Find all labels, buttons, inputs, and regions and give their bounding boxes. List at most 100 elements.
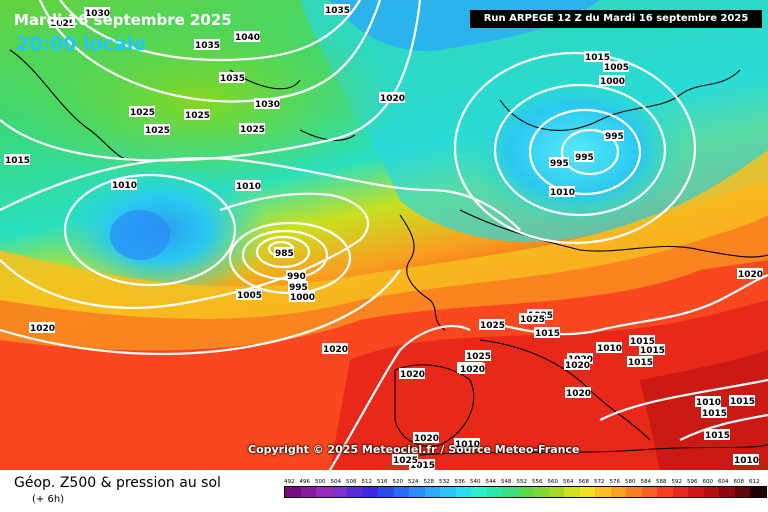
isobar-1010-low [0,192,370,309]
pressure-label-bg [454,438,480,449]
pressure-label: 1010 [597,344,622,354]
pressure-label: 1020 [400,370,425,380]
pressure-label-bg [236,289,262,300]
scale-tick-496: 496 [299,479,311,485]
pressure-label: 1010 [734,456,759,466]
isobar-1035-greenland [59,0,361,62]
scale-swatch-588 [657,487,673,497]
pressure-label-bg [596,342,622,353]
pressure-label: 995 [575,153,594,163]
pressure-label-bg [409,459,435,470]
scale-swatch-524 [409,487,425,497]
pressure-label: 1020 [323,345,348,355]
pressure-label: 990 [287,272,306,282]
pressure-label: 1035 [325,6,350,16]
scale-tick-612: 612 [749,479,760,485]
pressure-label: 1015 [630,337,655,347]
pressure-label: 1005 [604,63,629,73]
pressure-label-bg [129,106,155,117]
pressure-label: 1025 [520,315,545,325]
scale-tick-548: 548 [501,479,512,485]
scale-tick-508: 508 [346,479,357,485]
pressure-label-bg [584,51,610,62]
pressure-label: 1025 [466,352,491,362]
pressure-label: 1005 [237,291,262,301]
scale-swatch-536 [455,487,471,497]
pressure-label: 1025 [480,321,505,331]
scale-tick-604: 604 [718,479,729,485]
scale-tick-544: 544 [485,479,497,485]
isobar-1025 [0,0,422,162]
isobar-990 [255,235,311,269]
pressure-label: 1025 [130,108,155,118]
isobar-1020-iberia [329,325,471,470]
greenland-coast [9,49,141,162]
scale-swatch-576 [610,487,626,497]
pressure-label-bg [184,109,210,120]
pressure-label: 1020 [738,270,763,280]
pressure-label: 1025 [50,19,75,29]
scale-tick-500: 500 [315,479,326,485]
pressure-label: 1030 [255,100,280,110]
scale-tick-532: 532 [439,479,450,485]
pressure-label-bg [567,353,593,364]
north-africa-coast [419,444,768,456]
scale-swatch-592 [672,487,688,497]
pressure-label: 1010 [455,440,480,450]
scandinavia-low-field [465,75,685,225]
scale-tick-540: 540 [470,479,481,485]
scale-swatch-504 [331,487,347,497]
isobar-1015-atlantic [63,173,237,287]
scale-swatch-560 [548,487,564,497]
map-canvas: 1030 1025 1035 1040 1035 1035 1030 1025 1025 1025… [0,0,768,470]
pressure-label-bg [289,291,315,302]
pressure-label-bg [399,368,425,379]
scale-swatch-596 [688,487,704,497]
scale-swatch-520 [393,487,409,497]
pressure-label: 1015 [628,358,653,368]
pressure-label-bg [465,350,491,361]
scale-swatch-532 [440,487,456,497]
product-title: Géop. Z500 & pression au sol [14,475,221,491]
scale-tick-504: 504 [330,479,342,485]
pressure-label: 1025 [185,111,210,121]
pressure-label-bg [534,327,560,338]
pressure-labels: 1030 1025 1035 1040 1035 1035 1030 1025 1025 1025… [4,4,763,470]
pressure-label-bg [379,92,405,103]
pressure-label: 995 [289,283,308,293]
pressure-label: 1010 [112,181,137,191]
pressure-label-bg [29,322,55,333]
pressure-label-bg [234,31,260,42]
iberia-coast [394,364,475,447]
atlantic-low-core [110,210,170,260]
pressure-label-bg [574,151,594,162]
scale-tick-584: 584 [640,479,652,485]
pressure-label: 1025 [393,456,418,466]
scale-swatch-584 [641,487,657,497]
scale-tick-labels: 492 496 500 504 508 512 516 520 524 528 532 536 540 5… [284,479,767,485]
scale-swatch-612 [750,487,766,497]
forecast-local-time: 20:00 locale [16,33,147,55]
scale-tick-512: 512 [361,479,373,485]
north-europe-coast [459,209,768,258]
color-scale-legend: 492 496 500 504 508 512 516 520 524 528 532 536 540 5… [284,479,767,498]
forecast-date: Mardi 16 septembre 2025 [14,11,232,29]
scale-swatch-508 [347,487,363,497]
pressure-label: 1015 [640,346,665,356]
pressure-label-bg [219,72,245,83]
isobar-1010-se [679,413,768,441]
british-isles-coast [399,214,446,331]
scale-swatch-552 [517,487,533,497]
scale-swatch-600 [703,487,719,497]
pressure-label-bg [733,454,759,465]
pressure-label-bg [288,281,308,292]
scale-tick-568: 568 [578,479,590,485]
scale-tick-520: 520 [392,479,404,485]
pressure-label-bg [629,335,655,346]
weather-map: 1030 1025 1035 1040 1035 1035 1030 1025 1025 1025… [0,0,768,470]
scale-tick-560: 560 [547,479,559,485]
pressure-label-bg [701,407,727,418]
scale-tick-552: 552 [516,479,528,485]
scale-tick-580: 580 [625,479,636,485]
scandinavia-coast [499,69,741,131]
